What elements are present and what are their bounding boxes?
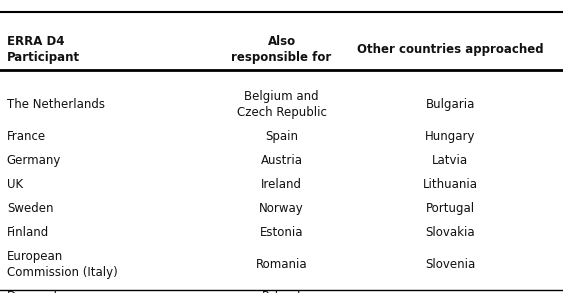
Text: Hungary: Hungary [425, 130, 476, 143]
Text: Estonia: Estonia [260, 226, 303, 239]
Text: Bulgaria: Bulgaria [426, 98, 475, 111]
Text: Belgium and
Czech Republic: Belgium and Czech Republic [236, 90, 327, 119]
Text: Lithuania: Lithuania [423, 178, 478, 191]
Text: Slovakia: Slovakia [426, 226, 475, 239]
Text: Norway: Norway [259, 202, 304, 215]
Text: Slovenia: Slovenia [425, 258, 476, 271]
Text: Spain: Spain [265, 130, 298, 143]
Text: European
Commission (Italy): European Commission (Italy) [7, 250, 118, 279]
Text: Austria: Austria [261, 154, 302, 167]
Text: Germany: Germany [7, 154, 61, 167]
Text: Denmark: Denmark [7, 290, 61, 293]
Text: ERRA D4
Participant: ERRA D4 Participant [7, 35, 80, 64]
Text: Sweden: Sweden [7, 202, 53, 215]
Text: Poland: Poland [262, 290, 301, 293]
Text: France: France [7, 130, 46, 143]
Text: Ireland: Ireland [261, 178, 302, 191]
Text: Romania: Romania [256, 258, 307, 271]
Text: UK: UK [7, 178, 23, 191]
Text: The Netherlands: The Netherlands [7, 98, 105, 111]
Text: Also
responsible for: Also responsible for [231, 35, 332, 64]
Text: Latvia: Latvia [432, 154, 468, 167]
Text: Finland: Finland [7, 226, 49, 239]
Text: Portugal: Portugal [426, 202, 475, 215]
Text: Other countries approached: Other countries approached [357, 43, 544, 56]
